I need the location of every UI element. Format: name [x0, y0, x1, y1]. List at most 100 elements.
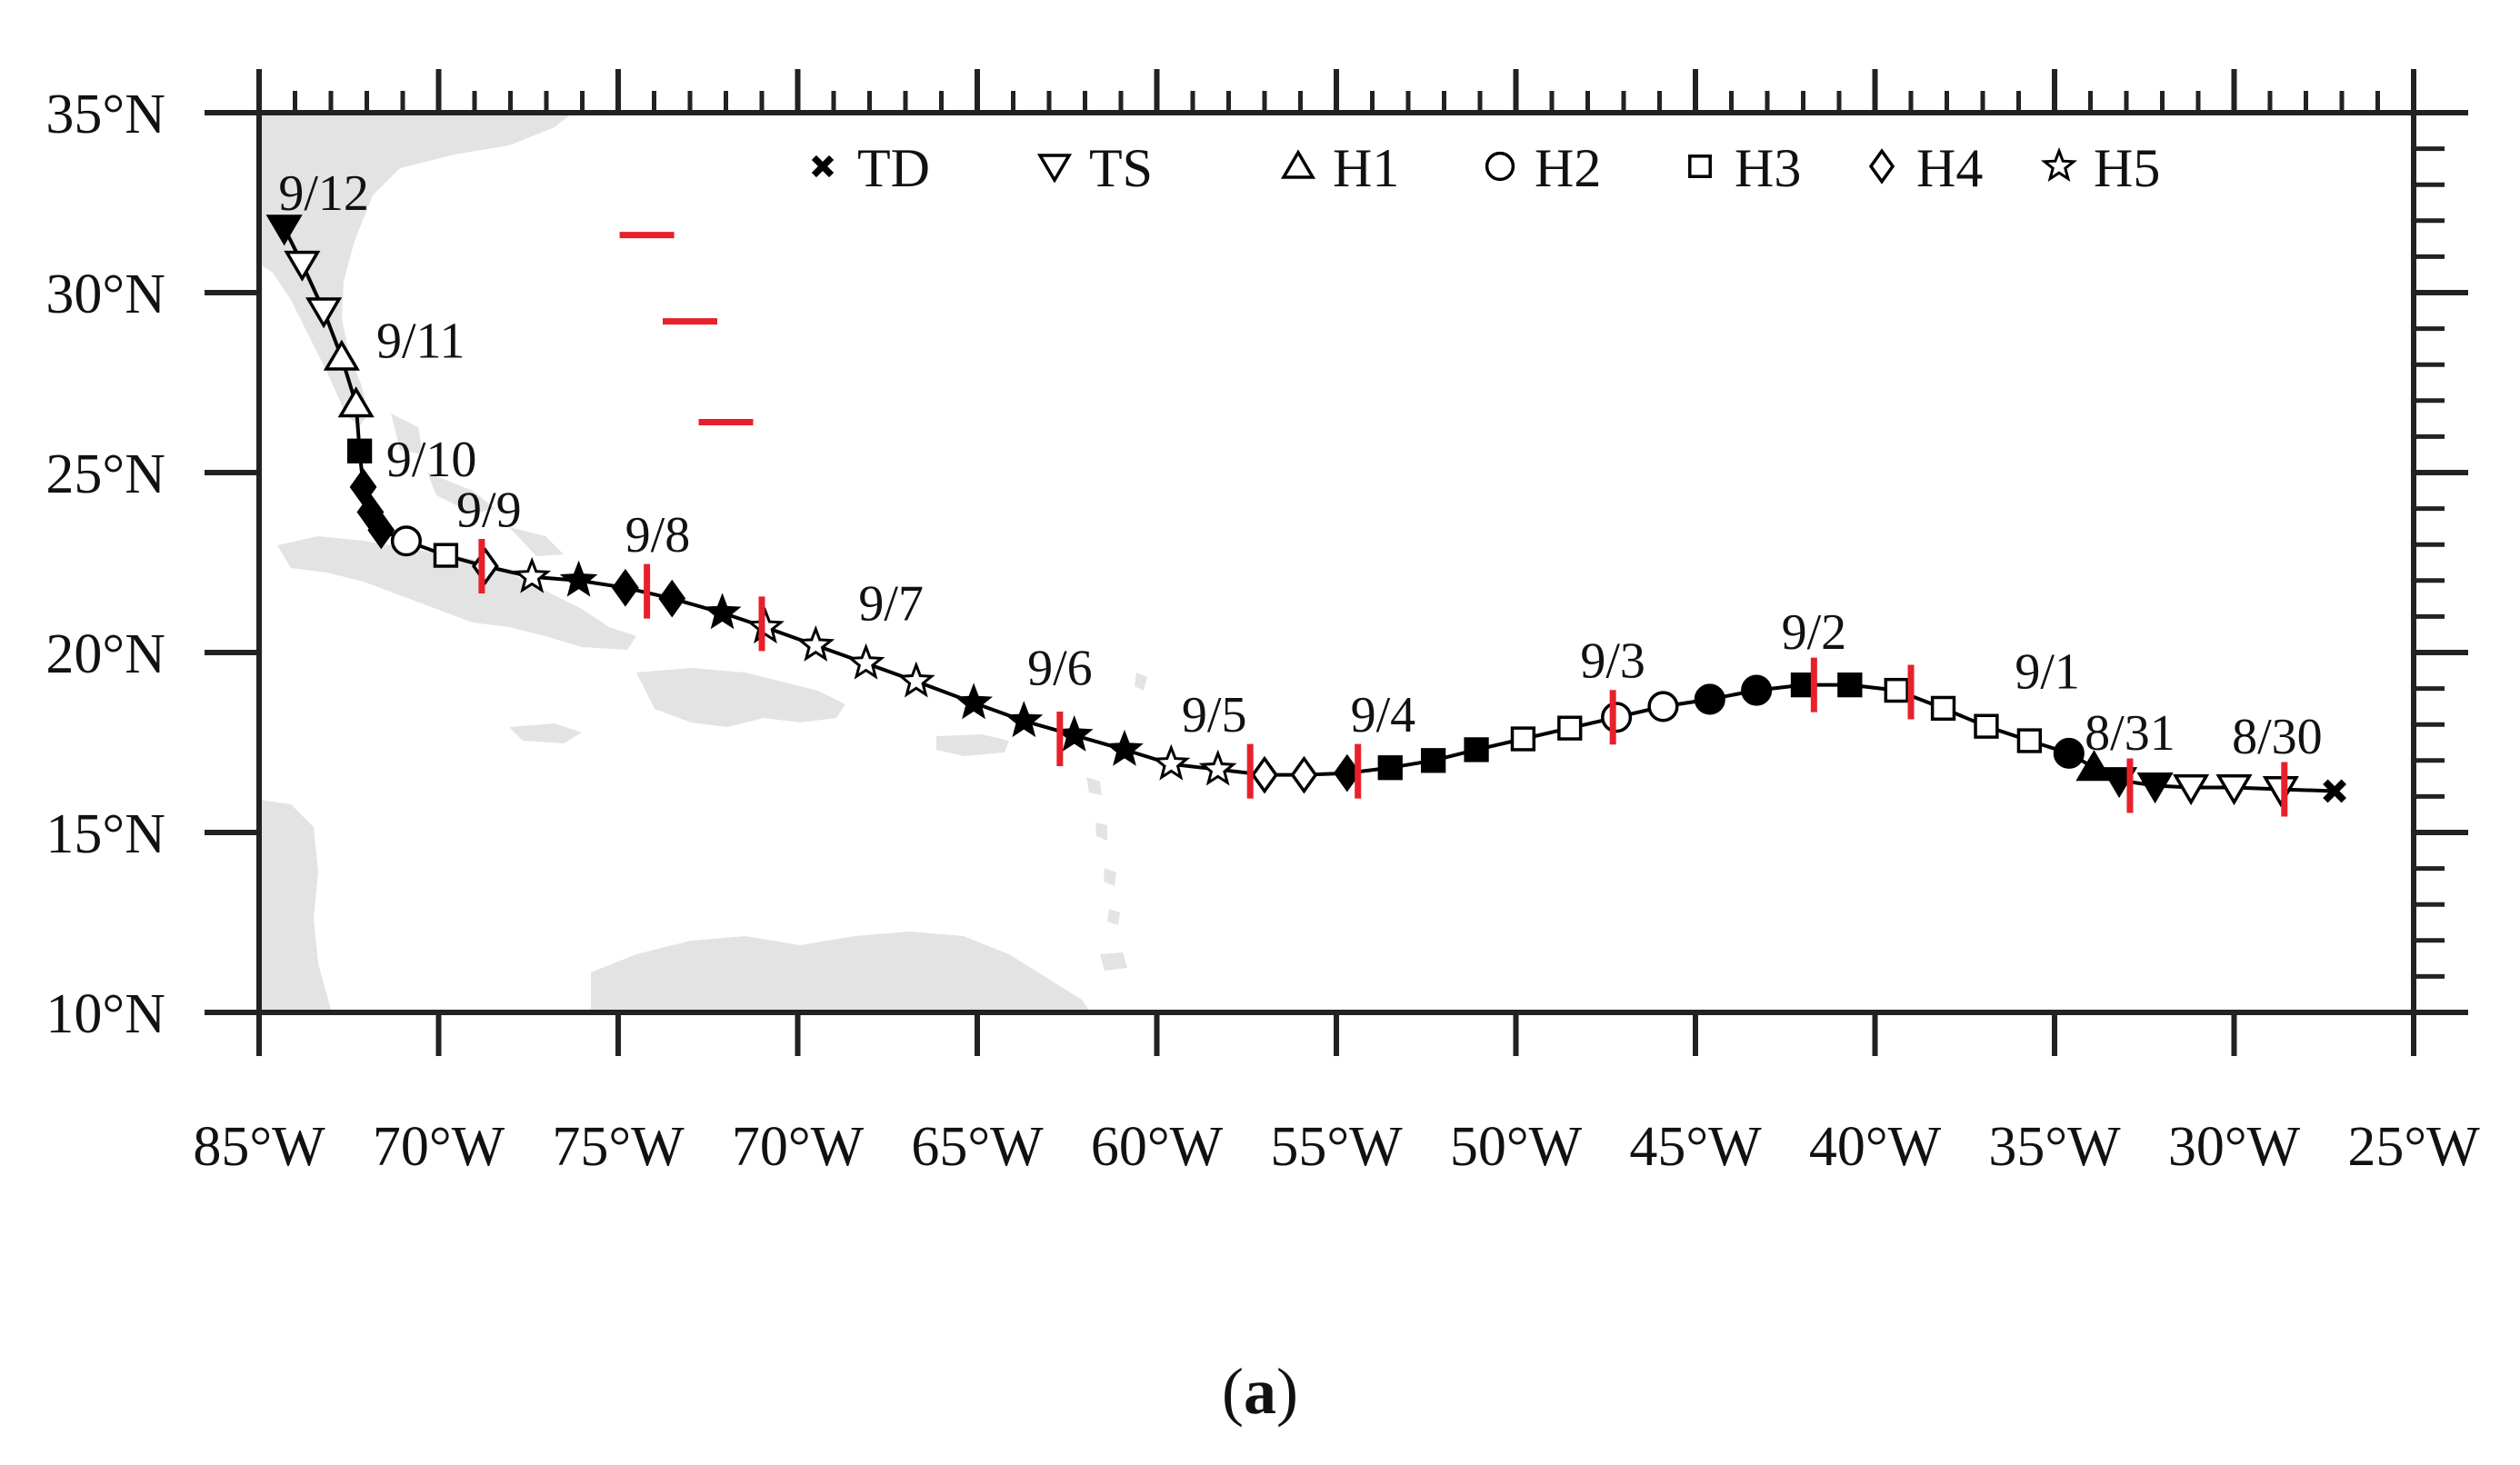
day-label: 9/7 — [858, 575, 924, 632]
track-point-h3 — [1790, 672, 1816, 698]
day-label: 9/5 — [1182, 687, 1247, 743]
track-point-h1 — [2075, 750, 2113, 782]
track-point-h3 — [346, 438, 373, 463]
track-point-h3 — [1510, 726, 1536, 752]
track-point-h3 — [1377, 755, 1403, 781]
x-tick-label: 50°W — [1450, 1116, 1583, 1178]
land-bahamas-1 — [391, 414, 423, 454]
x-tick-label: 75°W — [552, 1116, 685, 1178]
day-label: 9/2 — [1782, 604, 1847, 661]
legend-item-td: TD — [811, 138, 930, 198]
day-label: 9/10 — [386, 432, 477, 488]
y-tick-label: 30°N — [45, 264, 165, 325]
y-axis-tick-labels: 35°N 30°N 25°N 20°N 15°N 10°N — [45, 84, 165, 1045]
day-label: 9/8 — [625, 507, 691, 563]
x-tick-label: 60°W — [1091, 1116, 1224, 1178]
track-point-ts — [2215, 774, 2253, 806]
day-labels: 8/30 8/319/1 9/2 9/3 9/4 9/5 9/6 9/7 9/8 9/99/10 9… — [278, 165, 2322, 765]
land-lesser-antilles — [1086, 673, 1147, 925]
track-point-h3 — [1837, 672, 1863, 698]
legend-item-ts: TS — [1036, 138, 1153, 198]
track-point-h2 — [1647, 691, 1679, 723]
track-point-ts — [305, 297, 343, 329]
x-tick-label: 70°W — [373, 1116, 505, 1178]
land-hispaniola — [636, 668, 845, 727]
track-point-h4 — [349, 467, 377, 506]
track-point-h4 — [658, 579, 686, 618]
day-label: 9/6 — [1027, 641, 1093, 697]
track-point-h5 — [955, 683, 993, 720]
x-stroke — [2323, 779, 2347, 803]
x-tick-label: 45°W — [1629, 1116, 1762, 1178]
track-point-ts — [2173, 774, 2210, 806]
land-bahamas-3 — [509, 527, 564, 556]
land-bahamas-2 — [427, 473, 495, 513]
axis-ticks — [205, 69, 2468, 1056]
x-tick-label: 35°W — [1988, 1116, 2121, 1178]
legend: TD TS H1 H2 H3 H4 H5 — [811, 138, 2160, 198]
figure-caption: (a) — [0, 1354, 2520, 1430]
legend-symbol-ts-icon — [1036, 154, 1073, 184]
land-jamaica — [509, 723, 582, 743]
track-points — [265, 214, 2347, 808]
track-point-h5 — [846, 643, 885, 680]
legend-symbol-h2-icon — [1485, 151, 1515, 182]
land-masses — [259, 113, 1147, 1012]
legend-label: H4 — [1916, 138, 1983, 198]
x-tick-label: 70°W — [732, 1116, 865, 1178]
track-point-h3 — [2016, 728, 2042, 753]
day-label: 9/12 — [278, 165, 369, 222]
track-point-h5 — [796, 624, 835, 662]
day-label: 8/30 — [2232, 709, 2323, 765]
x-tick-label: 30°W — [2168, 1116, 2301, 1178]
x-stroke — [811, 154, 835, 178]
track-point-td — [2323, 779, 2347, 803]
legend-label: H3 — [1735, 138, 1801, 198]
track-point-h1 — [323, 339, 360, 371]
legend-item-h5: H5 — [2040, 138, 2160, 198]
caption-close: ) — [1276, 1355, 1298, 1428]
legend-symbol-h1-icon — [1280, 149, 1316, 179]
x-tick-label: 85°W — [193, 1116, 325, 1178]
day-label: 9/11 — [376, 313, 465, 369]
legend-item-h3: H3 — [1688, 138, 1801, 198]
legend-item-h2: H2 — [1485, 138, 1601, 198]
day-label: 9/3 — [1580, 633, 1645, 690]
track-point-h4 — [1290, 755, 1318, 794]
y-tick-label: 15°N — [45, 803, 165, 865]
legend-label: TS — [1089, 138, 1153, 198]
legend-label: H5 — [2094, 138, 2160, 198]
legend-label: H1 — [1333, 138, 1399, 198]
plot-border — [256, 110, 2416, 1015]
track-point-h5 — [559, 560, 598, 597]
track-point-h5 — [746, 607, 785, 644]
day-label: 8/31 — [2085, 705, 2175, 762]
map-frame — [205, 69, 2468, 1056]
track-line — [282, 226, 2335, 793]
track-point-h3 — [1421, 748, 1446, 773]
x-tick-label: 65°W — [911, 1116, 1044, 1178]
track-point-h3 — [1930, 695, 1956, 722]
track-point-h3 — [1884, 677, 1909, 703]
track-point-h4 — [611, 568, 639, 607]
y-tick-label: 25°N — [45, 443, 165, 505]
track-point-ts — [265, 214, 303, 246]
day-label: 9/4 — [1351, 687, 1416, 743]
track-point-h4 — [1251, 755, 1278, 794]
track-point-h5 — [513, 556, 552, 593]
legend-symbol-h4-icon — [1868, 148, 1895, 184]
track-point-h5 — [896, 661, 935, 698]
land-puerto-rico — [936, 734, 1009, 756]
track-point-h5 — [1152, 743, 1191, 781]
x-axis-tick-labels: 85°W 70°W 75°W 70°W 65°W 60°W 55°W 50°W 45°W 40°W… — [193, 1116, 2480, 1178]
storm-track — [265, 214, 2347, 817]
track-point-ts — [2136, 772, 2174, 804]
track-point-h5 — [703, 593, 742, 630]
track-point-h5 — [1005, 701, 1044, 738]
legend-item-h4: H4 — [1868, 138, 1983, 198]
track-point-ts — [2262, 775, 2299, 808]
land-trinidad — [1100, 952, 1127, 971]
day-label: 9/1 — [2015, 644, 2080, 701]
legend-symbol-h5-icon — [2040, 146, 2078, 182]
